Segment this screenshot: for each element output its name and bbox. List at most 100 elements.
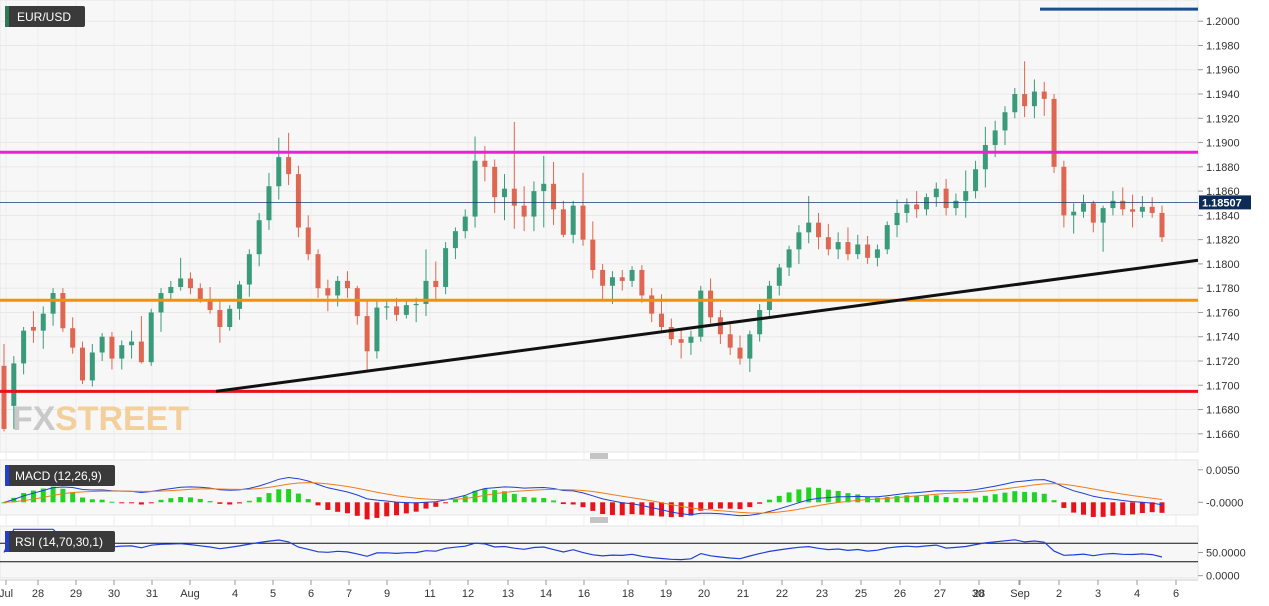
macd-hist-bar [590,502,596,511]
macd-hist-bar [619,502,625,516]
svg-text:FX: FX [12,400,56,438]
macd-hist-bar [462,496,468,503]
macd-hist-bar [394,502,400,516]
macd-hist-bar [403,502,409,514]
candle-body [570,205,576,235]
candle-body [600,269,606,286]
price-tick-label: 1.1660 [1206,429,1240,441]
candle-body [187,278,193,289]
macd-hist-bar [256,497,262,503]
candle-body [933,188,939,198]
macd-hist-bar [943,497,949,503]
candle-body [1149,206,1155,213]
time-tick-label: 4 [1134,588,1140,600]
macd-hist-bar [1159,502,1165,513]
macd-hist-bar [511,493,517,503]
macd-hist-bar [678,502,684,517]
candle-body [865,244,871,258]
fxstreet-watermark: FX STREET [12,400,189,438]
macd-hist-bar [894,496,900,503]
candle-body [1002,112,1008,131]
price-tick-label: 1.1820 [1206,235,1240,247]
candle-body [354,288,360,317]
candle-body [433,280,439,287]
candle-body [394,306,400,315]
macd-hist-bar [1130,502,1136,515]
macd-hist-bar [973,497,979,503]
macd-hist-bar [168,498,174,503]
candle-body [973,169,979,192]
candle-body [178,278,184,287]
candle-body [943,188,949,209]
rsi-tick-label: 50.0000 [1206,548,1246,560]
macd-hist-bar [315,502,321,506]
candle-body [717,317,723,335]
candle-body [413,303,419,306]
time-tick-label: Jul [0,588,13,600]
macd-hist-bar [933,495,939,503]
pane-resize-handle-2[interactable] [590,517,608,523]
candle-body [796,232,802,250]
pane-resize-handle-1[interactable] [590,453,608,459]
macd-hist-bar [580,502,586,508]
macd-label-text: MACD (12,26,9) [15,469,102,483]
trendline [215,258,1199,393]
macd-hist-bar [570,502,576,505]
candle-body [295,174,301,228]
macd-tick-label: -0.0000 [1206,497,1243,509]
macd-hist-bar [266,493,272,503]
macd-axis: 0.0050 -0.0000 [1198,465,1243,509]
time-tick-label: 20 [698,588,710,600]
macd-hist-bar [766,499,772,503]
time-tick-label: 19 [660,588,672,600]
candle-body [884,225,890,250]
macd-hist-bar [816,487,822,503]
horizontal-levels [0,7,1198,393]
macd-hist-bar [335,502,341,512]
macd-hist-bar [286,489,292,503]
macd-hist-bar [1080,502,1086,515]
rsi-label: RSI (14,70,30,1) [5,531,115,552]
price-tick-label: 1.2000 [1206,16,1240,28]
price-pane-background [0,0,1199,453]
price-tick-label: 1.1720 [1206,356,1240,368]
price-tick-label: 1.1780 [1206,283,1240,295]
macd-hist-bar [1022,491,1028,503]
time-tick-label: 29 [70,588,82,600]
macd-hist-bar [1110,502,1116,516]
candle-body [472,160,478,217]
macd-hist-bar [963,498,969,503]
candle-body [119,345,125,359]
candle-body [452,231,458,249]
candle-body [1012,94,1018,113]
candle-body [501,188,507,198]
candle-body [1139,206,1145,212]
candle-body [335,280,341,296]
time-tick-label: 13 [502,588,514,600]
price-tick-label: 1.1760 [1206,307,1240,319]
macd-hist-bar [600,502,606,515]
candle-body [737,347,743,359]
macd-hist-bar [129,502,135,504]
candle-body [904,204,910,213]
macd-line [3,476,1163,517]
macd-hist-bar [413,502,419,512]
macd-hist-bar [923,495,929,503]
macd-hist-bar [639,502,645,515]
time-tick-label: Sep [1010,588,1030,600]
macd-hist-bar [855,494,861,503]
candle-body [982,144,988,170]
price-tick-label: 1.1880 [1206,162,1240,174]
macd-hist-bar [698,502,704,511]
price-tick-label: 1.1840 [1206,210,1240,222]
time-tick-label: 3 [1095,588,1101,600]
candle-body [992,130,998,145]
time-tick-label: 6 [308,588,314,600]
time-tick-label: 18 [622,588,634,600]
candle-body [560,209,566,235]
candle-body [138,341,144,363]
candle-body [256,220,262,255]
candle-body [374,307,380,352]
candle-body [678,339,684,343]
